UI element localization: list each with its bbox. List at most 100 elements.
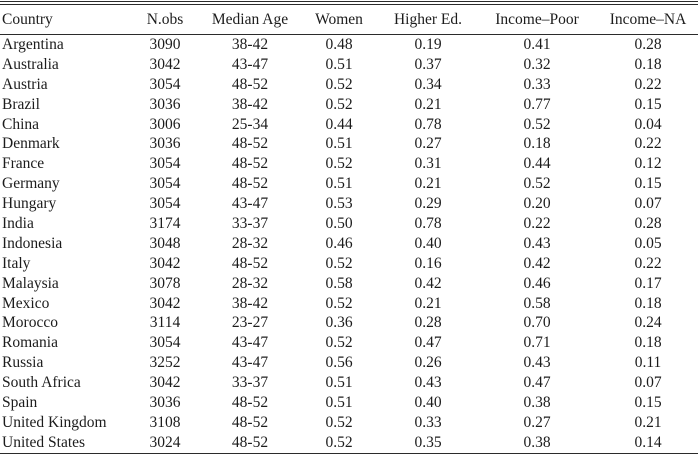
value-cell: 0.18	[634, 294, 662, 312]
value-cell: 0.52	[325, 294, 353, 312]
value-cell: 43-47	[231, 195, 269, 213]
value-cell: 0.17	[634, 274, 662, 292]
value-cell: 0.43	[523, 354, 551, 372]
country-cell: Austria	[2, 75, 48, 93]
value-cell: 0.52	[325, 334, 353, 352]
country-cell: Italy	[2, 254, 31, 272]
value-cell: 3036	[149, 135, 181, 153]
table-row: South Africa 3042 33-37 0.51 0.43 0.47 0.07	[0, 373, 698, 393]
value-cell: 0.26	[414, 354, 442, 372]
value-cell: 0.34	[414, 75, 442, 93]
value-cell: 38-42	[231, 294, 269, 312]
table-row: Hungary 3054 43-47 0.53 0.29 0.20 0.07	[0, 194, 698, 214]
value-cell: 3252	[149, 354, 181, 372]
column-header-women: Women	[315, 10, 363, 28]
table-row: Mexico 3042 38-42 0.52 0.21 0.58 0.18	[0, 294, 698, 314]
value-cell: 0.18	[523, 135, 551, 153]
value-cell: 3108	[149, 413, 181, 431]
value-cell: 0.22	[634, 254, 662, 272]
value-cell: 0.52	[325, 413, 353, 431]
value-cell: 0.70	[523, 314, 551, 332]
table-row: Russia 3252 43-47 0.56 0.26 0.43 0.11	[0, 353, 698, 373]
value-cell: 43-47	[231, 55, 269, 73]
value-cell: 0.43	[523, 234, 551, 252]
country-cell: Germany	[2, 175, 60, 193]
value-cell: 0.33	[523, 75, 551, 93]
value-cell: 0.22	[523, 214, 551, 232]
value-cell: 25-34	[231, 115, 269, 133]
country-cell: Argentina	[2, 35, 64, 53]
value-cell: 48-52	[231, 413, 269, 431]
country-cell: Romania	[2, 334, 58, 352]
table-row: Brazil 3036 38-42 0.52 0.21 0.77 0.15	[0, 95, 698, 115]
value-cell: 3078	[149, 274, 181, 292]
value-cell: 0.32	[523, 55, 551, 73]
value-cell: 0.12	[634, 155, 662, 173]
value-cell: 0.21	[414, 95, 442, 113]
value-cell: 0.52	[325, 433, 353, 451]
value-cell: 0.52	[325, 95, 353, 113]
value-cell: 3114	[149, 314, 181, 332]
value-cell: 0.27	[523, 413, 551, 431]
value-cell: 0.05	[634, 234, 662, 252]
table-row: Argentina 3090 38-42 0.48 0.19 0.41 0.28	[0, 35, 698, 55]
value-cell: 3090	[149, 35, 181, 53]
column-header-country: Country	[2, 10, 53, 28]
value-cell: 0.37	[414, 55, 442, 73]
value-cell: 0.51	[325, 393, 353, 411]
column-header-n-obs: N.obs	[146, 10, 184, 28]
value-cell: 0.78	[414, 115, 442, 133]
country-cell: Indonesia	[2, 234, 63, 252]
table-row: Malaysia 3078 28-32 0.58 0.42 0.46 0.17	[0, 274, 698, 294]
table-row: Romania 3054 43-47 0.52 0.47 0.71 0.18	[0, 333, 698, 353]
value-cell: 0.18	[634, 55, 662, 73]
value-cell: 0.33	[414, 413, 442, 431]
value-cell: 43-47	[231, 354, 269, 372]
table-row: India 3174 33-37 0.50 0.78 0.22 0.28	[0, 214, 698, 234]
value-cell: 3036	[149, 393, 181, 411]
country-cell: Hungary	[2, 195, 57, 213]
value-cell: 0.15	[634, 175, 662, 193]
table-row: Austria 3054 48-52 0.52 0.34 0.33 0.22	[0, 75, 698, 95]
value-cell: 48-52	[231, 254, 269, 272]
value-cell: 3024	[149, 433, 181, 451]
column-header-median-age: Median Age	[211, 10, 289, 28]
value-cell: 0.16	[414, 254, 442, 272]
value-cell: 3042	[149, 55, 181, 73]
value-cell: 38-42	[231, 35, 269, 53]
value-cell: 48-52	[231, 393, 269, 411]
value-cell: 0.15	[634, 95, 662, 113]
value-cell: 0.52	[325, 155, 353, 173]
value-cell: 0.36	[325, 314, 353, 332]
country-cell: India	[2, 214, 34, 232]
value-cell: 0.53	[325, 195, 353, 213]
value-cell: 0.50	[325, 214, 353, 232]
country-cell: Morocco	[2, 314, 58, 332]
value-cell: 0.20	[523, 195, 551, 213]
country-cell: South Africa	[2, 374, 81, 392]
country-cell: Spain	[2, 393, 38, 411]
value-cell: 48-52	[231, 135, 269, 153]
value-cell: 0.42	[414, 274, 442, 292]
country-cell: China	[2, 115, 40, 133]
value-cell: 3042	[149, 254, 181, 272]
value-cell: 38-42	[231, 95, 269, 113]
value-cell: 0.15	[634, 393, 662, 411]
table-row: France 3054 48-52 0.52 0.31 0.44 0.12	[0, 154, 698, 174]
country-cell: Australia	[2, 55, 59, 73]
value-cell: 0.21	[634, 413, 662, 431]
value-cell: 0.44	[325, 115, 353, 133]
country-cell: Russia	[2, 354, 44, 372]
value-cell: 0.48	[325, 35, 353, 53]
value-cell: 3054	[149, 334, 181, 352]
table-row: United States 3024 48-52 0.52 0.35 0.38 0.14	[0, 433, 698, 453]
value-cell: 0.51	[325, 175, 353, 193]
value-cell: 0.46	[523, 274, 551, 292]
value-cell: 28-32	[231, 234, 269, 252]
value-cell: 0.28	[634, 35, 662, 53]
value-cell: 0.51	[325, 135, 353, 153]
column-header-higher-ed: Higher Ed.	[393, 10, 462, 28]
value-cell: 3054	[149, 75, 181, 93]
column-header-income-poor: Income–Poor	[495, 10, 579, 28]
